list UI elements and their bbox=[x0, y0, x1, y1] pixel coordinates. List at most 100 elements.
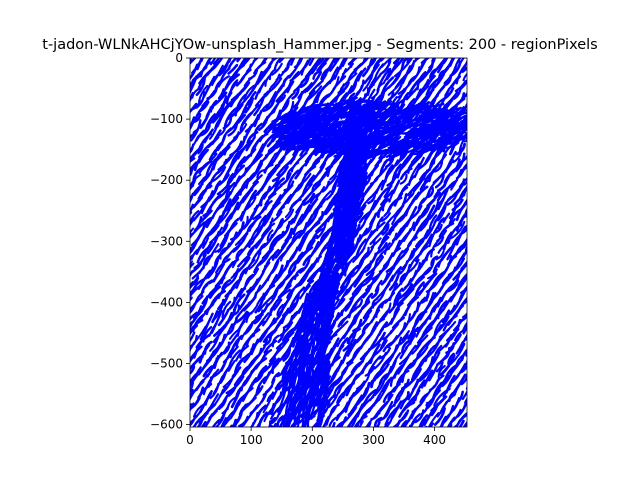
stroke-segment bbox=[285, 339, 302, 366]
stroke-segment bbox=[206, 223, 220, 238]
stroke-segment bbox=[320, 66, 331, 81]
stroke-segment bbox=[307, 197, 319, 212]
x-tick-label: 100 bbox=[240, 433, 263, 447]
stroke-segment bbox=[335, 285, 346, 300]
stroke-segment bbox=[211, 101, 226, 124]
stroke-segment bbox=[343, 192, 359, 226]
stroke-segment bbox=[199, 317, 212, 341]
stroke-segment bbox=[471, 374, 478, 384]
stroke-segment bbox=[225, 81, 239, 105]
stroke-segment bbox=[286, 182, 303, 204]
stroke-segment bbox=[469, 137, 481, 149]
stroke-segment bbox=[182, 76, 188, 85]
stroke-segment bbox=[230, 268, 240, 280]
stroke-segment bbox=[282, 346, 292, 362]
stroke-segment bbox=[205, 303, 215, 316]
stroke-segment bbox=[432, 259, 443, 274]
stroke-segment bbox=[403, 142, 423, 155]
stroke-segment bbox=[433, 73, 445, 89]
stroke-segment bbox=[358, 210, 372, 224]
stroke-segment bbox=[311, 180, 320, 192]
stroke-segment bbox=[351, 255, 366, 278]
stroke-segment bbox=[379, 309, 390, 322]
stroke-segment bbox=[289, 58, 296, 66]
stroke-segment bbox=[430, 402, 440, 417]
stroke-segment bbox=[469, 182, 479, 201]
stroke-segment bbox=[195, 77, 206, 97]
stroke-segment bbox=[278, 392, 292, 415]
stroke-segment bbox=[190, 321, 194, 330]
stroke-segment bbox=[222, 416, 232, 427]
stroke-segment bbox=[343, 191, 353, 210]
stroke-segment bbox=[221, 278, 232, 291]
stroke-segment bbox=[335, 193, 345, 215]
stroke-segment bbox=[345, 109, 358, 135]
stroke-segment bbox=[333, 298, 346, 311]
stroke-segment bbox=[294, 426, 298, 427]
stroke-segment bbox=[387, 78, 405, 96]
stroke-segment bbox=[482, 140, 493, 160]
stroke-segment bbox=[264, 192, 277, 206]
stroke-segment bbox=[219, 247, 227, 260]
stroke-segment bbox=[356, 108, 365, 130]
stroke-segment bbox=[225, 210, 236, 223]
stroke-segment bbox=[483, 117, 496, 132]
stroke-segment bbox=[355, 172, 368, 206]
stroke-segment bbox=[217, 308, 230, 327]
stroke-segment bbox=[190, 161, 197, 172]
stroke-segment bbox=[380, 136, 397, 144]
stroke-segment bbox=[475, 268, 482, 276]
stroke-segment bbox=[430, 239, 440, 258]
stroke-segment bbox=[291, 358, 298, 390]
stroke-segment bbox=[192, 201, 208, 222]
stroke-segment bbox=[406, 177, 426, 197]
stroke-segment bbox=[419, 392, 430, 404]
stroke-segment bbox=[190, 270, 194, 278]
stroke-segment bbox=[419, 107, 446, 120]
stroke-segment bbox=[448, 208, 462, 227]
stroke-segment bbox=[454, 328, 466, 342]
stroke-segment bbox=[284, 203, 294, 219]
stroke-segment bbox=[190, 157, 196, 164]
stroke-segment bbox=[463, 180, 467, 186]
stroke-segment bbox=[450, 220, 466, 240]
stroke-segment bbox=[380, 170, 391, 191]
stroke-segment bbox=[449, 422, 453, 427]
stroke-segment bbox=[257, 115, 269, 131]
stroke-segment bbox=[424, 219, 437, 240]
stroke-segment bbox=[287, 258, 301, 274]
stroke-segment bbox=[437, 58, 455, 80]
stroke-segment bbox=[356, 138, 371, 167]
stroke-segment bbox=[482, 356, 490, 365]
y-tick-label: −100 bbox=[150, 112, 183, 126]
stroke-segment bbox=[484, 406, 491, 415]
stroke-segment bbox=[263, 163, 274, 174]
stroke-segment bbox=[482, 227, 493, 247]
stroke-segment bbox=[319, 294, 327, 311]
stroke-segment bbox=[419, 168, 432, 181]
stroke-segment bbox=[190, 192, 195, 204]
stroke-segment bbox=[482, 128, 494, 144]
stroke-segment bbox=[320, 131, 338, 147]
stroke-segment bbox=[475, 317, 482, 326]
stroke-segment bbox=[262, 99, 276, 113]
stroke-segment bbox=[480, 298, 490, 311]
stroke-segment bbox=[276, 132, 301, 147]
stroke-segment bbox=[318, 277, 327, 296]
stroke-segment bbox=[315, 107, 337, 121]
stroke-segment bbox=[436, 182, 456, 202]
stroke-segment bbox=[427, 411, 440, 427]
stroke-segment bbox=[274, 239, 289, 259]
stroke-segment bbox=[472, 63, 480, 75]
stroke-segment bbox=[302, 107, 317, 113]
stroke-segment bbox=[363, 260, 373, 274]
stroke-segment bbox=[190, 392, 194, 401]
stroke-segment bbox=[431, 58, 436, 63]
stroke-segment bbox=[480, 113, 486, 122]
stroke-segment bbox=[329, 272, 340, 303]
stroke-segment bbox=[472, 327, 484, 341]
stroke-segment bbox=[192, 115, 209, 134]
stroke-segment bbox=[471, 198, 478, 210]
stroke-segment bbox=[383, 317, 394, 328]
stroke-segment bbox=[440, 109, 454, 118]
